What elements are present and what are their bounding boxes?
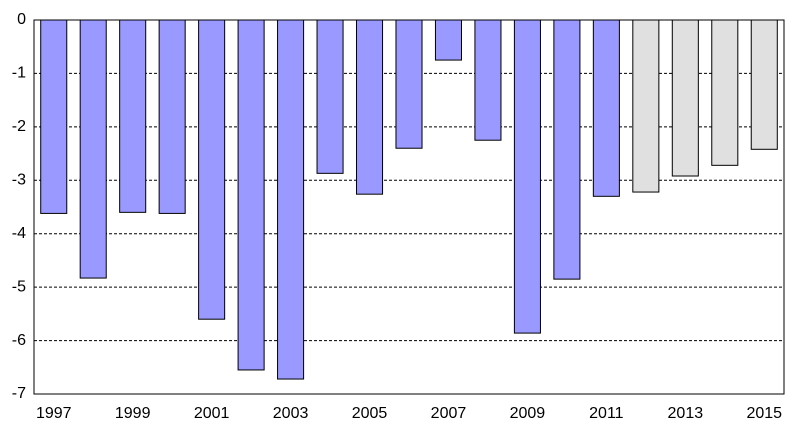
bar: [237, 19, 265, 371]
x-tick-label: 2009: [510, 405, 546, 422]
bar: [198, 19, 226, 320]
y-tick-label: -4: [12, 225, 26, 242]
x-tick-label: 2005: [352, 405, 388, 422]
bar: [711, 19, 739, 166]
y-tick-label: -3: [12, 172, 26, 189]
x-tick-label: 1997: [36, 405, 72, 422]
x-tick-label: 2011: [589, 405, 624, 422]
x-tick-label: 2013: [668, 405, 704, 422]
y-tick-label: 0: [17, 11, 26, 28]
x-tick-label: 2001: [194, 405, 230, 422]
bar: [592, 19, 620, 197]
x-tick-label: 1999: [115, 405, 151, 422]
bar: [632, 19, 660, 193]
bar: [750, 19, 778, 150]
y-tick-label: -6: [12, 332, 26, 349]
bar: [79, 19, 107, 279]
bar: [158, 19, 186, 214]
bar: [119, 19, 147, 213]
bar: [474, 19, 502, 141]
y-tick-label: -2: [12, 118, 26, 135]
bar: [316, 19, 344, 174]
bar: [671, 19, 699, 177]
bar: [434, 19, 462, 61]
bar: [40, 19, 68, 214]
x-tick-label: 2003: [273, 405, 309, 422]
bar: [395, 19, 423, 149]
bar: [356, 19, 384, 195]
bar: [553, 19, 581, 280]
y-tick-label: -1: [12, 65, 26, 82]
x-tick-label: 2015: [746, 405, 782, 422]
bar: [277, 19, 305, 380]
x-tick-label: 2007: [431, 405, 467, 422]
bar: [513, 19, 541, 334]
y-tick-label: -7: [12, 385, 26, 402]
y-tick-label: -5: [12, 278, 26, 295]
